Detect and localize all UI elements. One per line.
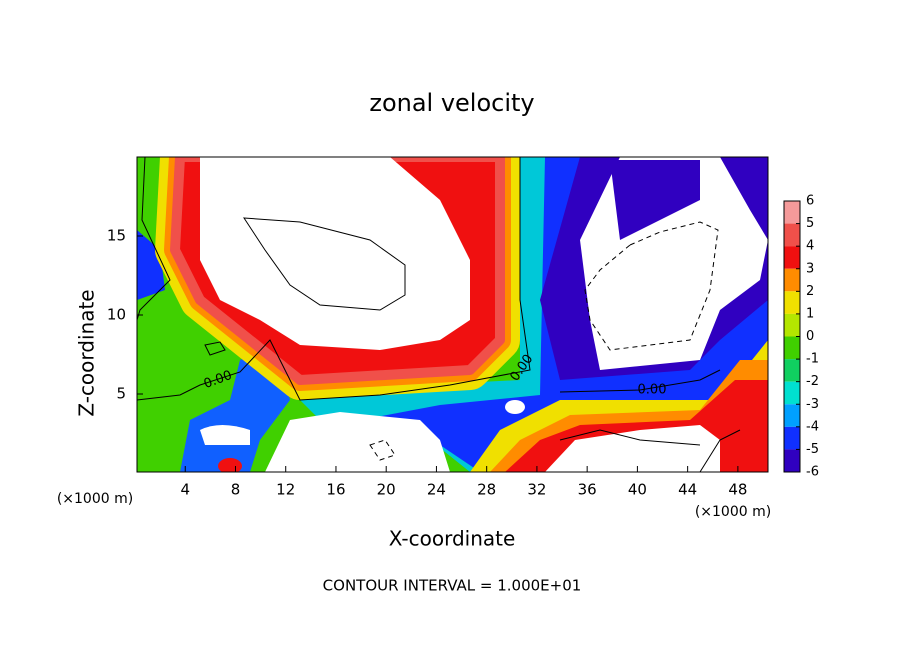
colorbar-tick-label: -4: [806, 419, 819, 434]
y-tick-label: 5: [116, 385, 126, 403]
x-tick-label: 24: [427, 481, 446, 499]
y-axis-label: Z-coordinate: [75, 289, 99, 416]
colorbar-tick-label: -5: [806, 442, 819, 457]
x-tick-label: 20: [377, 481, 396, 499]
colorbar-segment: [784, 359, 800, 382]
colorbar-tick-label: -3: [806, 397, 819, 412]
x-tick-label: 44: [678, 481, 697, 499]
colorbar-tick-label: -2: [806, 374, 819, 389]
colorbar-segment: [784, 291, 800, 314]
colorbar-segment: [784, 268, 800, 292]
colorbar-segment: [784, 426, 800, 450]
colorbar-segment: [784, 449, 800, 472]
contour-field: [137, 157, 768, 472]
colorbar-segment: [784, 201, 800, 224]
x-tick-label: 28: [477, 481, 496, 499]
colorbar-tick-label: 0: [806, 329, 814, 344]
footer-note: CONTOUR INTERVAL = 1.000E+01: [323, 577, 582, 595]
y-tick-label: 15: [107, 227, 126, 245]
colorbar-tick-label: 3: [806, 261, 814, 276]
x-tick-label: 4: [180, 481, 190, 499]
colorbar-tick-label: -1: [806, 352, 819, 367]
colorbar-tick-label: -6: [806, 465, 819, 480]
contour-label: 0.00: [638, 383, 667, 398]
x-tick-label: 32: [527, 481, 546, 499]
colorbar-segment: [784, 404, 800, 427]
colorbar-tick-label: 6: [806, 194, 814, 209]
colorbar-segment: [784, 223, 800, 247]
x-tick-label: 48: [728, 481, 747, 499]
x-tick-label: 8: [231, 481, 241, 499]
x-tick-label: 16: [326, 481, 345, 499]
colorbar-segment: [784, 381, 800, 405]
x-unit-label: (×1000 m): [695, 504, 771, 520]
x-tick-label: 40: [628, 481, 647, 499]
colorbar-tick-label: 1: [806, 306, 814, 321]
chart-title: zonal velocity: [369, 89, 534, 117]
colorbar-tick-label: 5: [806, 216, 814, 231]
x-tick-label: 12: [276, 481, 295, 499]
y-tick-label: 10: [107, 306, 126, 324]
colorbar-segment: [784, 313, 800, 337]
x-tick-label: 36: [578, 481, 597, 499]
colorbar-segment: [784, 246, 800, 269]
colorbar-tick-label: 4: [806, 239, 814, 254]
colorbar-segment: [784, 336, 800, 360]
x-unit-label: (×1000 m): [57, 491, 133, 507]
colorbar-tick-label: 2: [806, 284, 814, 299]
x-axis-label: X-coordinate: [389, 527, 516, 551]
